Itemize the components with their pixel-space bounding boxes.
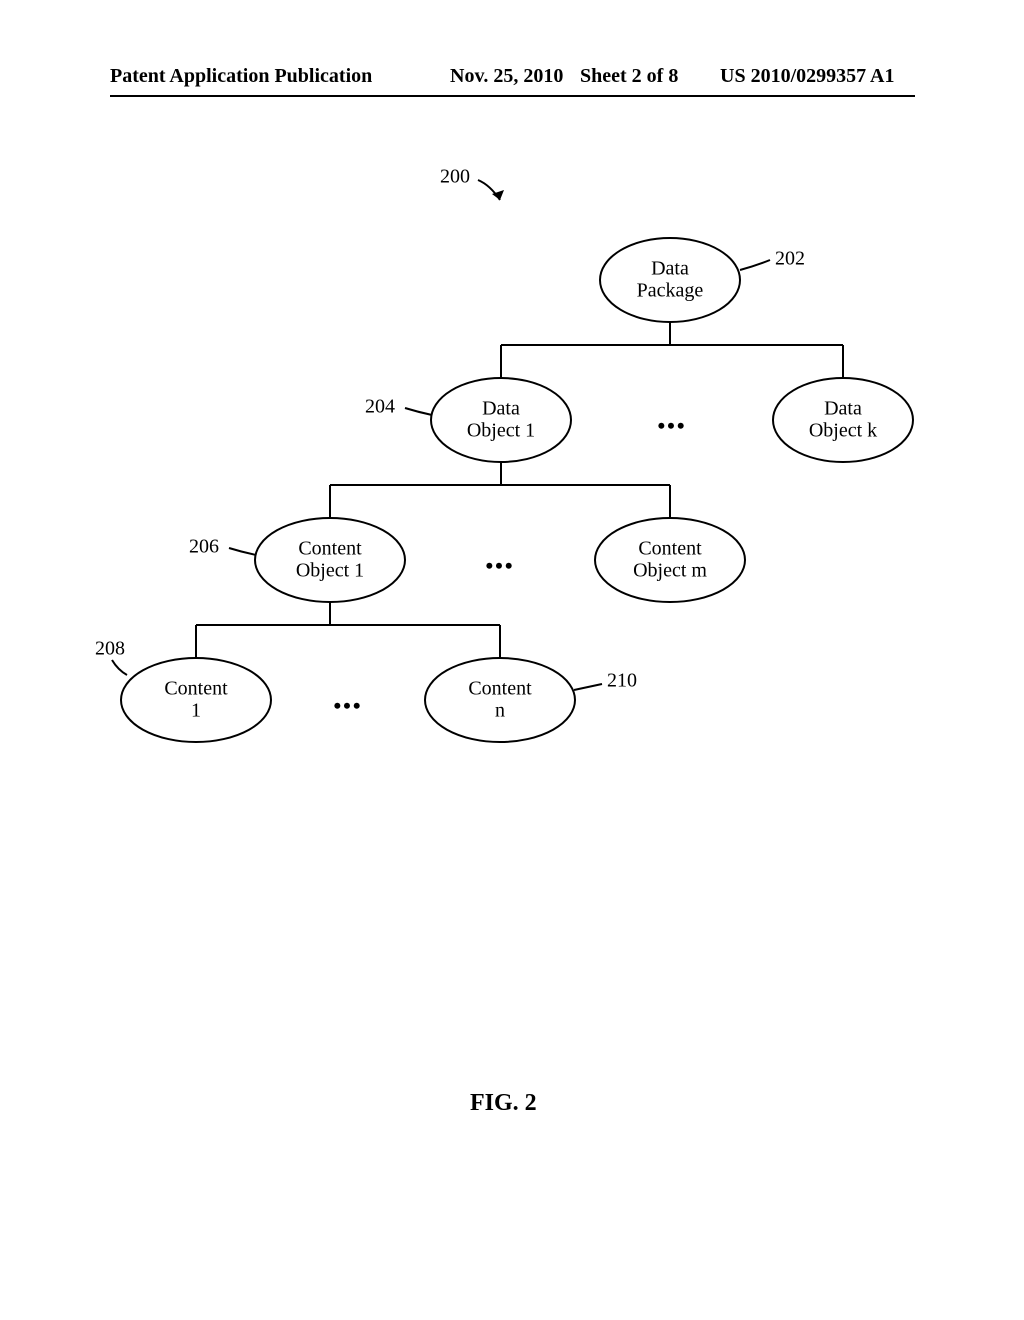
node-content-1: Content 1	[121, 658, 271, 742]
node-content-object-m-line2: Object m	[633, 560, 707, 582]
ellipsis-level3: •••	[333, 693, 362, 718]
node-content-1-line2: 1	[191, 700, 201, 722]
node-content-object-m: Content Object m	[595, 518, 745, 602]
node-content-n-line2: n	[495, 700, 505, 722]
ref-210-text: 210	[607, 670, 637, 692]
ref-210: 210	[574, 670, 637, 692]
connector-object-to-contentobj	[330, 462, 670, 518]
ref-208: 208	[95, 638, 127, 675]
page-root: Patent Application Publication Nov. 25, …	[0, 0, 1024, 1320]
tree-diagram: 200 Data Package 202 Data Object 1	[0, 150, 1024, 1050]
ref-200-text: 200	[440, 166, 470, 188]
sheet-number: Sheet 2 of 8	[580, 65, 678, 88]
publication-number: US 2010/0299357 A1	[720, 65, 894, 88]
node-content-1-line1: Content	[164, 678, 228, 700]
publication-date: Nov. 25, 2010	[450, 65, 563, 88]
node-data-object-k: Data Object k	[773, 378, 913, 462]
ref-204: 204	[365, 396, 432, 418]
node-data-object-1: Data Object 1	[431, 378, 571, 462]
publication-label: Patent Application Publication	[110, 65, 372, 88]
header-rule	[110, 95, 915, 97]
node-content-object-1: Content Object 1	[255, 518, 405, 602]
node-content-object-m-line1: Content	[638, 538, 702, 560]
node-data-package: Data Package	[600, 238, 740, 322]
page-header: Patent Application Publication Nov. 25, …	[0, 65, 1024, 95]
ref-206-text: 206	[189, 536, 219, 558]
node-data-object-1-line1: Data	[482, 398, 520, 420]
node-content-n-line1: Content	[468, 678, 532, 700]
node-data-package-line2: Package	[637, 280, 704, 302]
ref-206: 206	[189, 536, 256, 558]
overall-ref-200: 200	[440, 166, 504, 200]
ref-208-text: 208	[95, 638, 125, 660]
ref-204-text: 204	[365, 396, 395, 418]
node-data-object-k-line2: Object k	[809, 420, 877, 442]
connector-contentobj-to-content	[196, 602, 500, 658]
ellipsis-level1: •••	[657, 413, 686, 438]
ref-202: 202	[740, 248, 805, 270]
node-content-object-1-line2: Object 1	[296, 560, 364, 582]
node-content-object-1-line1: Content	[298, 538, 362, 560]
ellipsis-level2: •••	[485, 553, 514, 578]
node-content-n: Content n	[425, 658, 575, 742]
node-data-object-1-line2: Object 1	[467, 420, 535, 442]
connector-package-to-objects	[501, 322, 843, 378]
ref-202-text: 202	[775, 248, 805, 270]
figure-caption: FIG. 2	[470, 1090, 537, 1117]
node-data-object-k-line1: Data	[824, 398, 862, 420]
node-data-package-line1: Data	[651, 258, 689, 280]
